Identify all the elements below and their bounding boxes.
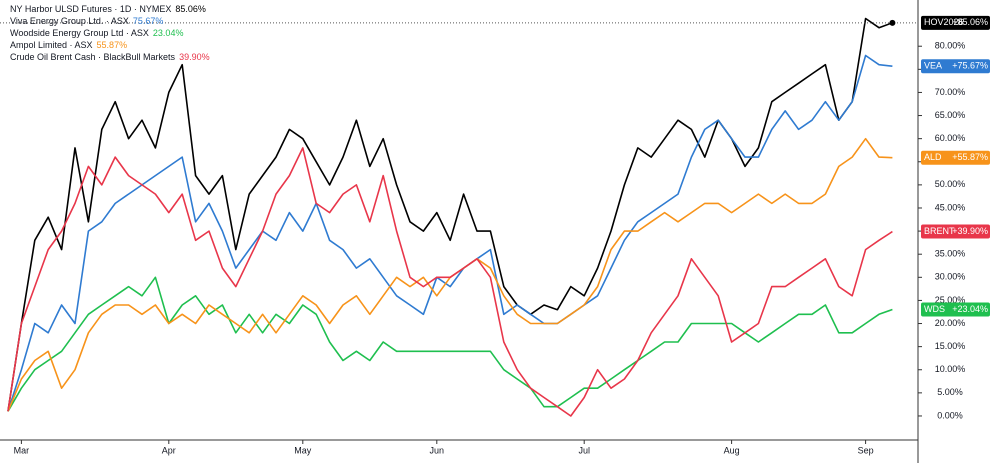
y-tick-label: 50.00% — [935, 179, 966, 189]
axis-label-symbol: ALD — [924, 152, 942, 162]
y-tick-label: 15.00% — [935, 341, 966, 351]
x-tick-label: Aug — [724, 445, 740, 455]
axis-label-box — [921, 15, 990, 30]
legend-name: Viva Energy Group Ltd. · ASX — [10, 16, 129, 26]
y-tick-label: 35.00% — [935, 249, 966, 259]
series-line — [7, 147, 893, 417]
last-point — [889, 19, 896, 26]
legend-value: 75.67% — [133, 16, 164, 26]
y-tick-label: 70.00% — [935, 87, 966, 97]
y-tick-label: 30.00% — [935, 272, 966, 282]
series-line — [7, 54, 893, 412]
x-tick-label: Apr — [162, 445, 176, 455]
y-tick-label: 20.00% — [935, 318, 966, 328]
legend-value: 85.06% — [175, 4, 206, 14]
series-line — [7, 17, 893, 412]
legend-name: Ampol Limited · ASX — [10, 40, 93, 50]
x-tick-label: Sep — [858, 445, 874, 455]
y-tick-label: 5.00% — [937, 387, 963, 397]
axis-label-value: +55.87% — [952, 152, 988, 162]
legend-entry: Viva Energy Group Ltd. · ASX 75.67% — [10, 16, 163, 26]
legend-entry: Woodside Energy Group Ltd · ASX 23.04% — [10, 28, 183, 38]
axis-label-symbol: HOV2026 — [924, 17, 964, 27]
legend-name: NY Harbor ULSD Futures · 1D · NYMEX — [10, 4, 171, 14]
y-tick-label: 0.00% — [937, 410, 963, 420]
axis-label-symbol: BRENT — [924, 226, 955, 236]
axis-label-value: +39.90% — [952, 226, 988, 236]
legend-value: 23.04% — [153, 28, 184, 38]
y-tick-label: 25.00% — [935, 295, 966, 305]
axis-label-symbol: WDS — [924, 304, 945, 314]
legend-name: Crude Oil Brent Cash · BlackBull Markets — [10, 52, 176, 62]
axis-label-box — [921, 224, 990, 239]
axis-label-value: +23.04% — [952, 304, 988, 314]
x-tick-label: Mar — [14, 445, 30, 455]
axis-label-box — [921, 59, 990, 74]
y-tick-label: 60.00% — [935, 133, 966, 143]
y-tick-label: 65.00% — [935, 110, 966, 120]
x-tick-label: Jun — [430, 445, 445, 455]
legend-value: 39.90% — [179, 52, 210, 62]
y-tick-label: 80.00% — [935, 41, 966, 51]
legend-entry: Crude Oil Brent Cash · BlackBull Markets… — [10, 52, 210, 62]
legend-entry: Ampol Limited · ASX 55.87% — [10, 40, 127, 50]
x-tick-label: May — [294, 445, 312, 455]
axis-label-box — [921, 150, 990, 165]
legend-value: 55.87% — [97, 40, 128, 50]
axis-label-box — [921, 302, 990, 317]
axis-label-symbol: VEA — [924, 61, 942, 71]
y-tick-label: 45.00% — [935, 202, 966, 212]
legend-entry: NY Harbor ULSD Futures · 1D · NYMEX 85.06… — [10, 4, 206, 14]
axis-label-value: +85.06% — [952, 17, 988, 27]
x-tick-label: Jul — [578, 445, 590, 455]
legend-name: Woodside Energy Group Ltd · ASX — [10, 28, 149, 38]
y-tick-label: 10.00% — [935, 364, 966, 374]
axis-label-value: +75.67% — [952, 61, 988, 71]
